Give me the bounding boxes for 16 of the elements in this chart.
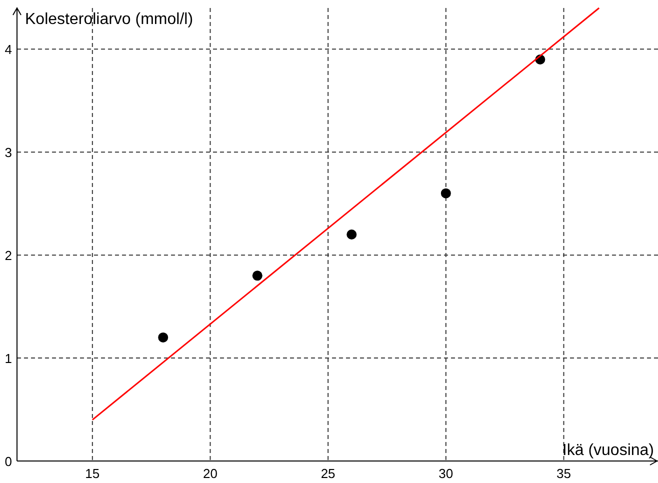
x-tick-label: 35 — [556, 466, 571, 481]
y-tick-label: 3 — [4, 145, 12, 160]
point — [158, 332, 168, 342]
y-axis-title: Kolesteroliarvo (mmol/l) — [25, 11, 194, 28]
x-tick-label: 25 — [320, 466, 336, 481]
y-tick-label: 0 — [4, 454, 12, 469]
x-tick-label: 30 — [438, 466, 454, 481]
y-tick-label: 2 — [4, 248, 12, 264]
x-tick-label: 15 — [85, 466, 100, 481]
point — [346, 230, 357, 240]
y-tick-label: 4 — [4, 42, 12, 58]
point — [440, 188, 451, 198]
y-tick-label: 1 — [4, 351, 12, 366]
x-axis-title: Ikä (vuosina) — [562, 442, 654, 459]
point — [252, 270, 262, 281]
x-tick-label: 20 — [203, 466, 218, 481]
